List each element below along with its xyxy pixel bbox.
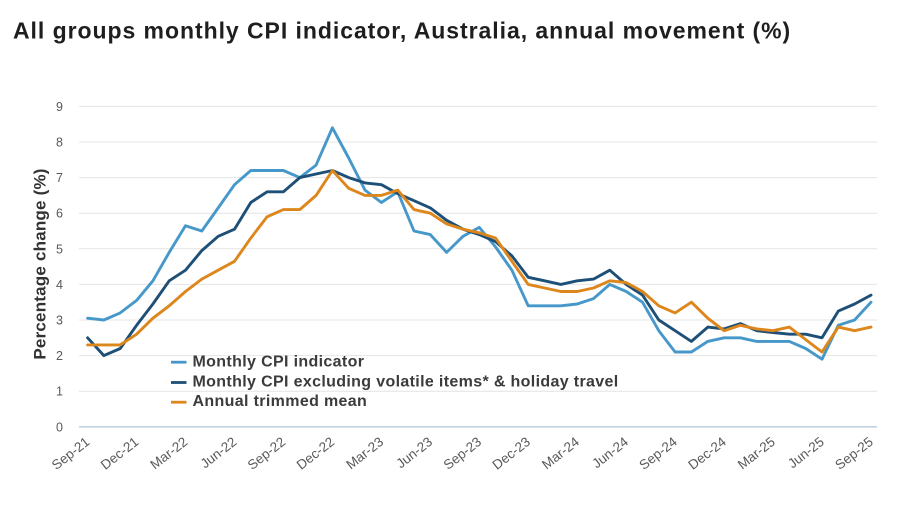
svg-text:Monthly CPI indicator: Monthly CPI indicator	[193, 353, 365, 370]
svg-text:9: 9	[56, 100, 63, 114]
svg-text:4: 4	[56, 278, 63, 292]
svg-text:6: 6	[56, 207, 63, 221]
svg-text:2: 2	[56, 349, 63, 363]
svg-text:0: 0	[56, 420, 63, 434]
svg-text:7: 7	[56, 171, 63, 185]
svg-text:Monthly CPI excluding volatile: Monthly CPI excluding volatile items* & …	[193, 373, 619, 390]
svg-text:8: 8	[56, 136, 63, 150]
svg-text:1: 1	[56, 385, 63, 399]
svg-text:Percentage change (%): Percentage change (%)	[31, 168, 50, 359]
svg-text:5: 5	[56, 242, 63, 256]
svg-text:Annual trimmed mean: Annual trimmed mean	[193, 393, 368, 410]
svg-text:All groups monthly CPI indicat: All groups monthly CPI indicator, Austra…	[13, 18, 791, 44]
svg-text:3: 3	[56, 314, 63, 328]
